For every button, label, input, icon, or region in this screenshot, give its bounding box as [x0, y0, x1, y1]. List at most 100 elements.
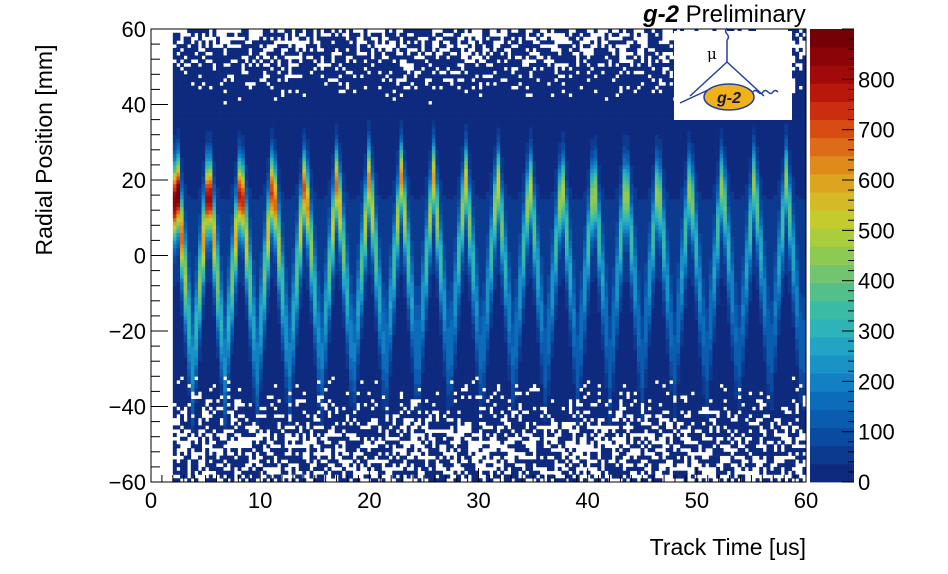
heatmap-cell	[248, 285, 253, 290]
heatmap-cell	[334, 36, 339, 41]
heatmap-cell	[201, 134, 206, 139]
heatmap-cell	[251, 474, 256, 479]
heatmap-cell	[201, 281, 206, 287]
heatmap-cell	[176, 210, 181, 215]
heatmap-cell	[237, 244, 242, 249]
heatmap-cell	[180, 331, 184, 336]
heatmap-cell	[223, 70, 228, 75]
heatmap-cell	[341, 285, 346, 290]
heatmap-cell	[313, 406, 318, 411]
heatmap-cell	[180, 372, 184, 377]
heatmap-cell	[269, 108, 274, 113]
heatmap-cell	[187, 89, 192, 94]
heatmap-cell	[291, 376, 296, 381]
heatmap-cell	[233, 62, 238, 68]
heatmap-cell	[316, 221, 321, 226]
heatmap-cell	[187, 266, 192, 271]
heatmap-cell	[323, 323, 328, 328]
heatmap-cell	[287, 236, 292, 241]
heatmap-cell	[251, 138, 256, 143]
heatmap-cell	[280, 398, 285, 404]
heatmap-cell	[298, 334, 303, 339]
heatmap-cell	[241, 289, 246, 294]
heatmap-cell	[284, 29, 289, 34]
heatmap-cell	[194, 406, 199, 411]
heatmap-cell	[233, 285, 238, 290]
heatmap-cell	[323, 180, 328, 185]
heatmap-cell	[338, 255, 343, 260]
heatmap-cell	[172, 395, 177, 400]
heatmap-cell	[305, 376, 310, 381]
heatmap-cell	[280, 36, 285, 41]
heatmap-cell	[287, 387, 292, 392]
heatmap-cell	[216, 217, 220, 222]
heatmap-cell	[212, 138, 217, 143]
heatmap-cell	[313, 89, 318, 94]
heatmap-cell	[273, 312, 278, 317]
heatmap-cell	[233, 149, 238, 154]
heatmap-cell	[190, 417, 195, 422]
heatmap-cell	[284, 334, 289, 339]
heatmap-cell	[309, 108, 314, 113]
heatmap-cell	[176, 251, 181, 256]
heatmap-cell	[201, 319, 206, 324]
heatmap-cell	[305, 285, 310, 290]
heatmap-cell	[237, 138, 242, 143]
heatmap-cell	[269, 104, 274, 109]
heatmap-cell	[313, 127, 318, 132]
heatmap-cell	[269, 161, 274, 166]
heatmap-cell	[190, 376, 195, 381]
heatmap-cell	[205, 127, 210, 132]
heatmap-cell	[309, 266, 314, 271]
heatmap-cell	[237, 32, 242, 37]
heatmap-cell	[309, 40, 314, 45]
heatmap-cell	[219, 55, 224, 60]
heatmap-cell	[216, 410, 220, 415]
heatmap-cell	[190, 213, 195, 219]
heatmap-cell	[212, 346, 217, 351]
heatmap-cell	[269, 146, 274, 151]
heatmap-cell	[298, 395, 303, 400]
heatmap-cell	[313, 183, 318, 188]
heatmap-cell	[212, 225, 217, 230]
heatmap-cell	[273, 266, 278, 271]
heatmap-cell	[187, 263, 192, 268]
heatmap-cell	[194, 221, 199, 226]
heatmap-cell	[266, 217, 271, 222]
heatmap-cell	[309, 312, 314, 317]
heatmap-cell	[194, 361, 199, 366]
heatmap-cell	[172, 232, 177, 237]
heatmap-cell	[323, 421, 328, 426]
heatmap-cell	[273, 127, 278, 132]
heatmap-cell	[331, 164, 336, 170]
heatmap-cell	[223, 274, 228, 279]
heatmap-cell	[237, 285, 242, 290]
heatmap-cell	[230, 297, 235, 302]
heatmap-cell	[187, 164, 192, 170]
heatmap-cell	[320, 161, 325, 166]
heatmap-cell	[316, 225, 321, 230]
heatmap-cell	[219, 89, 224, 94]
heatmap-cell	[338, 391, 343, 396]
heatmap-cell	[305, 70, 310, 75]
heatmap-cell	[176, 247, 181, 253]
heatmap-cell	[201, 417, 206, 422]
heatmap-cell	[277, 308, 282, 313]
heatmap-cell	[273, 380, 278, 385]
heatmap-cell	[190, 270, 195, 275]
heatmap-cell	[241, 240, 246, 245]
heatmap-cell	[190, 164, 195, 170]
heatmap-cell	[277, 266, 282, 271]
heatmap-cell	[237, 59, 242, 64]
heatmap-cell	[323, 470, 328, 475]
heatmap-cell	[187, 168, 192, 173]
heatmap-cell	[244, 183, 249, 188]
heatmap-cell	[287, 289, 292, 294]
heatmap-cell	[291, 134, 296, 139]
heatmap-cell	[287, 229, 292, 234]
heatmap-cell	[248, 153, 253, 158]
heatmap-cell	[269, 361, 274, 366]
heatmap-cell	[334, 225, 339, 230]
heatmap-cell	[194, 278, 199, 283]
heatmap-cell	[223, 259, 228, 264]
